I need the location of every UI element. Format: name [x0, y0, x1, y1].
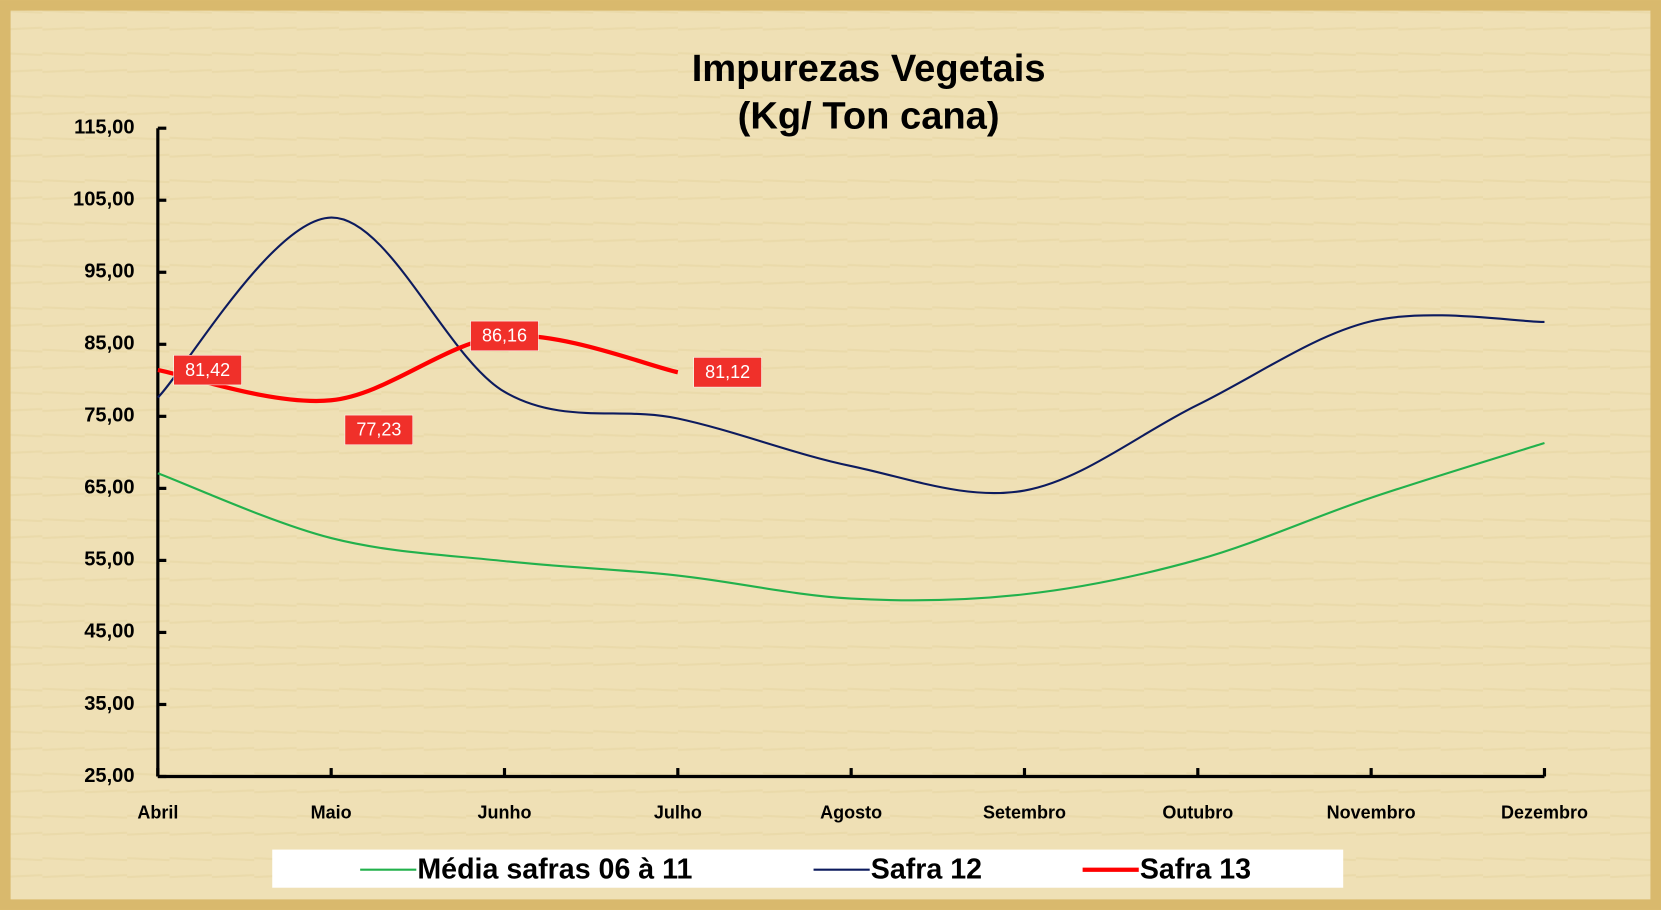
x-tick-label: Setembro	[983, 802, 1066, 822]
y-tick-label: 25,00	[84, 765, 134, 787]
y-tick-label: 45,00	[84, 621, 134, 643]
series-line	[157, 441, 1545, 602]
data-label-box	[173, 354, 242, 386]
background	[10, 10, 1651, 900]
data-label: 81,12	[705, 362, 750, 382]
y-tick-label: 55,00	[84, 549, 134, 571]
x-tick-label: Maio	[311, 802, 352, 822]
y-tick-label: 105,00	[73, 189, 135, 211]
series-line	[157, 216, 1545, 495]
y-tick-label: 75,00	[84, 405, 134, 427]
data-label: 77,23	[356, 420, 401, 440]
chart-title: Impurezas Vegetais	[692, 47, 1046, 90]
series-line	[157, 333, 679, 404]
legend-label: Safra 12	[871, 853, 982, 885]
y-tick-label: 95,00	[84, 261, 134, 283]
y-tick-label: 85,00	[84, 333, 134, 355]
chart-subtitle: (Kg/ Ton cana)	[738, 95, 1000, 138]
x-tick-label: Agosto	[820, 802, 882, 822]
legend-label: Média safras 06 à 11	[417, 853, 692, 885]
x-tick-label: Abril	[137, 802, 178, 822]
data-label-box	[693, 357, 762, 388]
x-tick-label: Dezembro	[1501, 802, 1588, 822]
legend-box	[272, 849, 1344, 888]
data-label: 86,16	[482, 326, 527, 346]
x-tick-label: Novembro	[1327, 802, 1416, 822]
x-tick-label: Outubro	[1162, 802, 1233, 822]
x-tick-label: Junho	[477, 802, 531, 822]
data-label-box	[470, 320, 539, 352]
data-label-box	[344, 414, 413, 446]
y-tick-label: 115,00	[74, 117, 134, 139]
y-tick-label: 65,00	[84, 477, 134, 499]
data-label: 81,42	[185, 360, 230, 380]
y-tick-label: 35,00	[84, 693, 134, 715]
legend-label: Safra 13	[1140, 853, 1251, 885]
x-tick-label: Julho	[654, 802, 702, 822]
